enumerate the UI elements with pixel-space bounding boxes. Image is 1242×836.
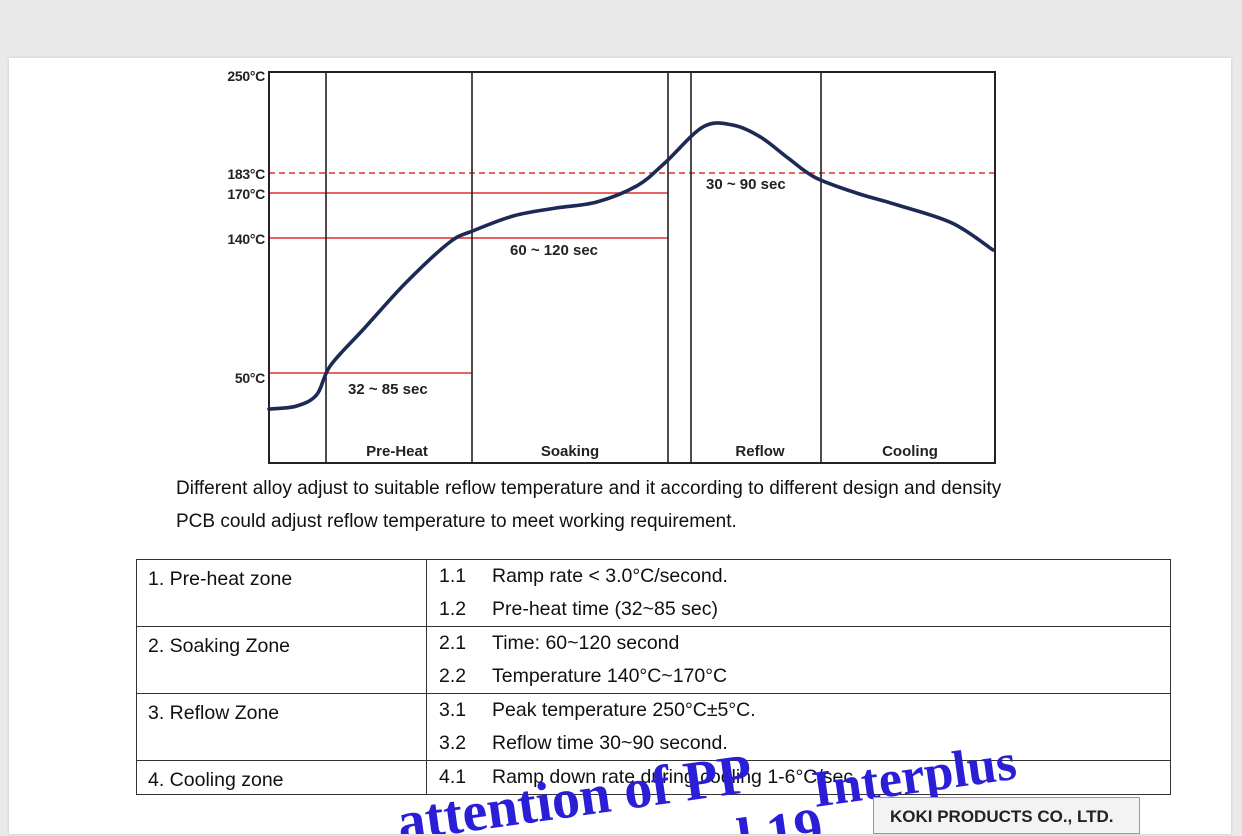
zone-name: 2. Soaking Zone <box>136 626 427 694</box>
spec-row: 1. Pre-heat zone 1.1 Ramp rate < 3.0°C/sec… <box>136 559 1171 627</box>
y-tick-label-4: 50°C <box>235 370 265 386</box>
duration-annotation-3: 30 ~ 90 sec <box>706 176 786 193</box>
zone-items: 4.1 Ramp down rate during cooling 1-6°C/s… <box>426 760 1171 795</box>
spec-row: 2. Soaking Zone 2.1 Time: 60~120 second 2.2… <box>136 626 1171 694</box>
y-tick-label-2: 170°C <box>227 186 265 202</box>
chart-frame <box>268 71 996 464</box>
y-tick-label-3: 140°C <box>227 231 265 247</box>
reflow-profile-chart: 250°C 183°C 170°C 140°C 50°C Pre-Heat Soaking… <box>227 68 996 464</box>
spec-item-number: 2.2 <box>439 665 467 687</box>
temperature-profile-line <box>267 121 995 411</box>
spec-item-text: Ramp rate < 3.0°C/second. <box>492 565 728 587</box>
zone-label-cooling: Cooling <box>882 443 938 460</box>
spec-item-text: Peak temperature 250°C±5°C. <box>492 699 756 721</box>
description-line-2: PCB could adjust reflow temperature to m… <box>176 511 737 532</box>
y-tick-label-0: 250°C <box>227 68 265 84</box>
company-stamp: KOKI PRODUCTS CO., LTD. <box>873 797 1140 834</box>
spec-item: 1.2 Pre-heat time (32~85 sec) <box>439 593 1170 626</box>
zone-items: 2.1 Time: 60~120 second 2.2 Temperature 140… <box>426 626 1171 694</box>
spec-row: 4. Cooling zone 4.1 Ramp down rate during … <box>136 760 1171 795</box>
y-tick-label-1: 183°C <box>227 166 265 182</box>
duration-annotation-2: 60 ~ 120 sec <box>510 242 598 259</box>
duration-annotation-1: 32 ~ 85 sec <box>348 381 428 398</box>
spec-item: 2.2 Temperature 140°C~170°C <box>439 660 1170 693</box>
spec-item-text: Ramp down rate during cooling 1-6°C/sec <box>492 766 854 788</box>
spec-row: 3. Reflow Zone 3.1 Peak temperature 250°C±… <box>136 693 1171 761</box>
spec-item-number: 4.1 <box>439 766 467 788</box>
spec-item: 4.1 Ramp down rate during cooling 1-6°C/s… <box>439 761 1170 794</box>
spec-item: 3.2 Reflow time 30~90 second. <box>439 727 1170 760</box>
spec-item: 3.1 Peak temperature 250°C±5°C. <box>439 694 1170 727</box>
zone-label-reflow: Reflow <box>735 443 785 460</box>
spec-item-number: 2.1 <box>439 632 467 654</box>
zone-name: 1. Pre-heat zone <box>136 559 427 627</box>
spec-item-text: Time: 60~120 second <box>492 632 680 654</box>
spec-item-number: 3.1 <box>439 699 467 721</box>
zone-label-soaking: Soaking <box>541 443 599 460</box>
spec-item: 2.1 Time: 60~120 second <box>439 627 1170 660</box>
zone-items: 3.1 Peak temperature 250°C±5°C. 3.2 Reflow … <box>426 693 1171 761</box>
zone-name: 4. Cooling zone <box>136 760 427 795</box>
zone-name: 3. Reflow Zone <box>136 693 427 761</box>
description-line-1: Different alloy adjust to suitable reflo… <box>176 478 1002 499</box>
zone-items: 1.1 Ramp rate < 3.0°C/second. 1.2 Pre-heat … <box>426 559 1171 627</box>
spec-item-text: Temperature 140°C~170°C <box>492 665 728 687</box>
spec-item-number: 1.2 <box>439 598 467 620</box>
reflow-spec-table: 1. Pre-heat zone 1.1 Ramp rate < 3.0°C/sec… <box>136 559 1171 795</box>
description-text: Different alloy adjust to suitable reflo… <box>176 472 1166 538</box>
spec-item-number: 1.1 <box>439 565 467 587</box>
spec-item: 1.1 Ramp rate < 3.0°C/second. <box>439 560 1170 593</box>
spec-item-text: Reflow time 30~90 second. <box>492 732 728 754</box>
spec-item-text: Pre-heat time (32~85 sec) <box>492 598 718 620</box>
zone-label-pre-heat: Pre-Heat <box>366 443 428 460</box>
spec-item-number: 3.2 <box>439 732 467 754</box>
